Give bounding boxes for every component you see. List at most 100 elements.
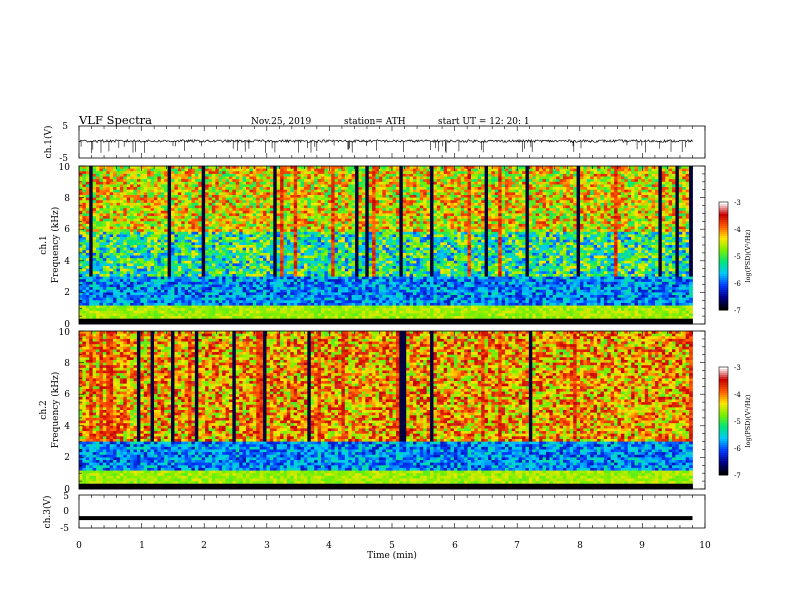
spectrogram-cell [211, 181, 216, 185]
spectrogram-cell [440, 171, 445, 175]
spectrogram-cell [631, 231, 635, 235]
spectrogram-cell [358, 223, 363, 227]
spectrogram-cell [372, 221, 376, 225]
spectrogram-cell [99, 213, 104, 217]
spectrogram-cell [566, 208, 571, 212]
spectrogram-cell [395, 208, 400, 212]
spectrogram-cell [368, 192, 373, 196]
spectrogram-cell [320, 223, 325, 227]
spectrogram-cell [266, 187, 271, 191]
spectrogram-cell [382, 208, 387, 212]
spectrogram-cell [259, 237, 264, 241]
spectrogram-cell [641, 173, 646, 177]
spectrogram-cell [290, 179, 295, 183]
spectrogram-cell [423, 197, 428, 201]
spectrogram-cell [361, 166, 366, 170]
spectrogram-cell [409, 168, 414, 172]
spectrogram-cell [160, 184, 165, 188]
spectrogram-cell [593, 229, 598, 233]
spectrogram-cell [300, 208, 305, 212]
spectrogram-cell [576, 192, 581, 196]
spectrogram-cell [580, 208, 584, 212]
spectrogram-cell [239, 189, 243, 193]
spectrogram-cell [487, 210, 492, 214]
spectrogram-cell [528, 171, 533, 175]
spectrogram-cell [559, 231, 564, 235]
spectrogram-cell [256, 216, 261, 220]
spectrogram-cell [372, 226, 376, 230]
spectrogram-cell [426, 205, 431, 209]
spectrogram-cell [430, 205, 434, 209]
spectrogram-cell [327, 202, 332, 206]
spectrogram-cell [92, 234, 97, 238]
spectrogram-cell [191, 223, 196, 227]
spectrogram-cell [426, 171, 431, 175]
spectrogram-cell [481, 210, 485, 214]
spectrogram-cell [153, 223, 158, 227]
spectrogram-cell [327, 176, 332, 180]
spectrogram-cell [389, 189, 393, 193]
spectrogram-cell [447, 205, 451, 209]
spectrogram-cell [631, 184, 635, 188]
spectrogram-cell [600, 200, 605, 204]
spectrogram-cell [232, 176, 237, 180]
spectrogram-cell [297, 221, 301, 225]
spectrogram-cell [338, 229, 342, 233]
spectrogram-cell [675, 213, 680, 217]
spectrogram-cell [453, 231, 458, 235]
spectrogram-cell [603, 234, 608, 238]
spectrogram-cell [573, 208, 577, 212]
spectrogram-cell [269, 189, 274, 193]
spectrogram-cell [232, 181, 237, 185]
spectrogram-cell [443, 221, 448, 225]
spectrogram-cell [413, 226, 417, 230]
spectrogram-cell [348, 168, 353, 172]
spectrogram-cell [658, 205, 663, 209]
spectrogram-cell [276, 189, 281, 193]
spectrogram-cell [348, 200, 353, 204]
spectrogram-cell [341, 200, 346, 204]
spectrogram-cell [300, 213, 305, 217]
spectrogram-cell [297, 229, 301, 233]
spectrogram-cell [314, 216, 318, 220]
spectrogram-cell [242, 231, 247, 235]
spectrogram-cell [539, 176, 543, 180]
spectrogram-cell [310, 231, 315, 235]
spectrogram-cell [464, 234, 468, 238]
spectrogram-cell [549, 176, 554, 180]
spectrogram-cell [654, 205, 659, 209]
spectrogram-cell [293, 205, 298, 209]
spectrogram-cell [327, 189, 332, 193]
spectrogram-cell [631, 200, 635, 204]
spectrogram-cell [450, 208, 455, 212]
spectrogram-cell [276, 221, 281, 225]
spectrogram-cell [614, 173, 618, 177]
spectrogram-cell [89, 221, 94, 225]
spectrogram-cell [634, 208, 639, 212]
spectrogram-cell [665, 173, 670, 177]
spectrogram-cell [631, 176, 635, 180]
spectrogram-cell [392, 197, 397, 201]
spectrogram-cell [617, 208, 622, 212]
spectrogram-cell [126, 179, 131, 183]
spectrogram-cell [242, 184, 247, 188]
spectrogram-cell [668, 221, 673, 225]
spectrogram-cell [123, 194, 128, 198]
spectrogram-cell [79, 184, 83, 188]
spectrogram-cell [338, 181, 342, 185]
spectrogram-cell [603, 187, 608, 191]
spectrogram-cell [617, 218, 622, 222]
spectrogram-cell [116, 202, 121, 206]
spectrogram-cell [317, 166, 322, 170]
spectrogram-cell [477, 216, 482, 220]
spectrogram-cell [194, 179, 199, 183]
spectrogram-cell [389, 221, 393, 225]
spectrogram-cell [617, 205, 622, 209]
spectrogram-cell [160, 216, 165, 220]
spectrogram-cell [672, 189, 676, 193]
spectrogram-cell [457, 234, 462, 238]
spectrogram-cell [375, 229, 380, 233]
spectrogram-cell [303, 194, 308, 198]
spectrogram-cell [542, 234, 547, 238]
spectrogram-cell [453, 223, 458, 227]
